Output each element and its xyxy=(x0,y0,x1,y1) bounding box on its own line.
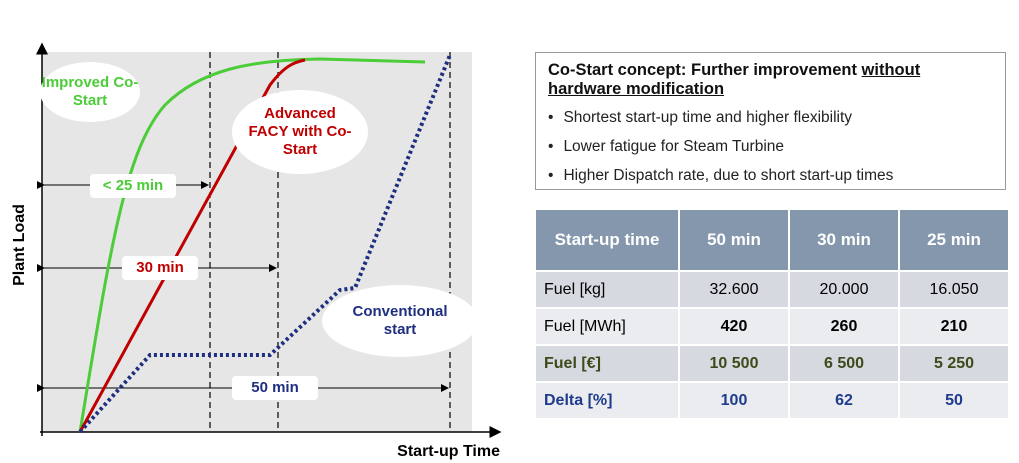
table-cell: 10 500 xyxy=(679,344,790,382)
concept-box: Co-Start concept: Further improvement wi… xyxy=(535,52,1006,190)
header-cell: 30 min xyxy=(789,210,900,271)
table-cell: 6 500 xyxy=(789,344,900,382)
curve-label: Conventional start xyxy=(322,285,478,357)
concept-title: Co-Start concept: Further improvement wi… xyxy=(548,61,993,99)
table-cell: 62 xyxy=(789,381,900,418)
title-underlined: without hardware modification xyxy=(548,61,921,98)
table-row: Delta [%] 100 62 50 xyxy=(536,381,1010,418)
table-cell: Fuel [€] xyxy=(536,344,680,382)
table-cell: Fuel [MWh] xyxy=(536,307,680,345)
table-row: Fuel [kg] 32.600 20.000 16.050 xyxy=(536,270,1010,308)
bullet: Lower fatigue for Steam Turbine xyxy=(548,138,993,156)
table-cell: 260 xyxy=(789,307,900,345)
curve-label: Improved Co-Start xyxy=(40,62,140,122)
improved-curve xyxy=(78,57,426,433)
header-row: Start-up time 50 min 30 min 25 min xyxy=(536,210,1010,271)
table-cell: 20.000 xyxy=(789,270,900,308)
bullet: Higher Dispatch rate, due to short start… xyxy=(548,167,993,185)
table-row: Fuel [MWh] 420 260 210 xyxy=(536,307,1010,345)
curve-label: Advanced FACY with Co-Start xyxy=(232,90,368,174)
table-cell: Fuel [kg] xyxy=(536,270,680,308)
table-cell: 16.050 xyxy=(899,270,1010,308)
table-row: Fuel [€] 10 500 6 500 5 250 xyxy=(536,344,1010,382)
table-cell: 32.600 xyxy=(679,270,790,308)
table-cell: 210 xyxy=(899,307,1010,345)
table-cell: 5 250 xyxy=(899,344,1010,382)
bullet: Shortest start-up time and higher flexib… xyxy=(548,109,993,127)
interval-label: < 25 min xyxy=(90,174,176,198)
interval-label: 30 min xyxy=(122,256,198,280)
table-cell: 50 xyxy=(899,381,1010,418)
facy-curve xyxy=(78,58,306,433)
y-axis-label: Plant Load xyxy=(11,204,28,286)
bullet-list: Shortest start-up time and higher flexib… xyxy=(548,109,993,185)
header-cell: Start-up time xyxy=(536,210,680,271)
conventional-curve xyxy=(78,54,452,434)
interval-label: 50 min xyxy=(232,376,318,400)
x-axis-label: Start-up Time xyxy=(397,443,500,460)
table-cell: 420 xyxy=(679,307,790,345)
table-cell: Delta [%] xyxy=(536,381,680,418)
fuel-table: Start-up time 50 min 30 min 25 min Fuel [kg]… xyxy=(536,210,1010,418)
header-cell: 25 min xyxy=(899,210,1010,271)
title-text: Co-Start concept: Further improvement xyxy=(548,61,862,79)
table-cell: 100 xyxy=(679,381,790,418)
header-cell: 50 min xyxy=(679,210,790,271)
